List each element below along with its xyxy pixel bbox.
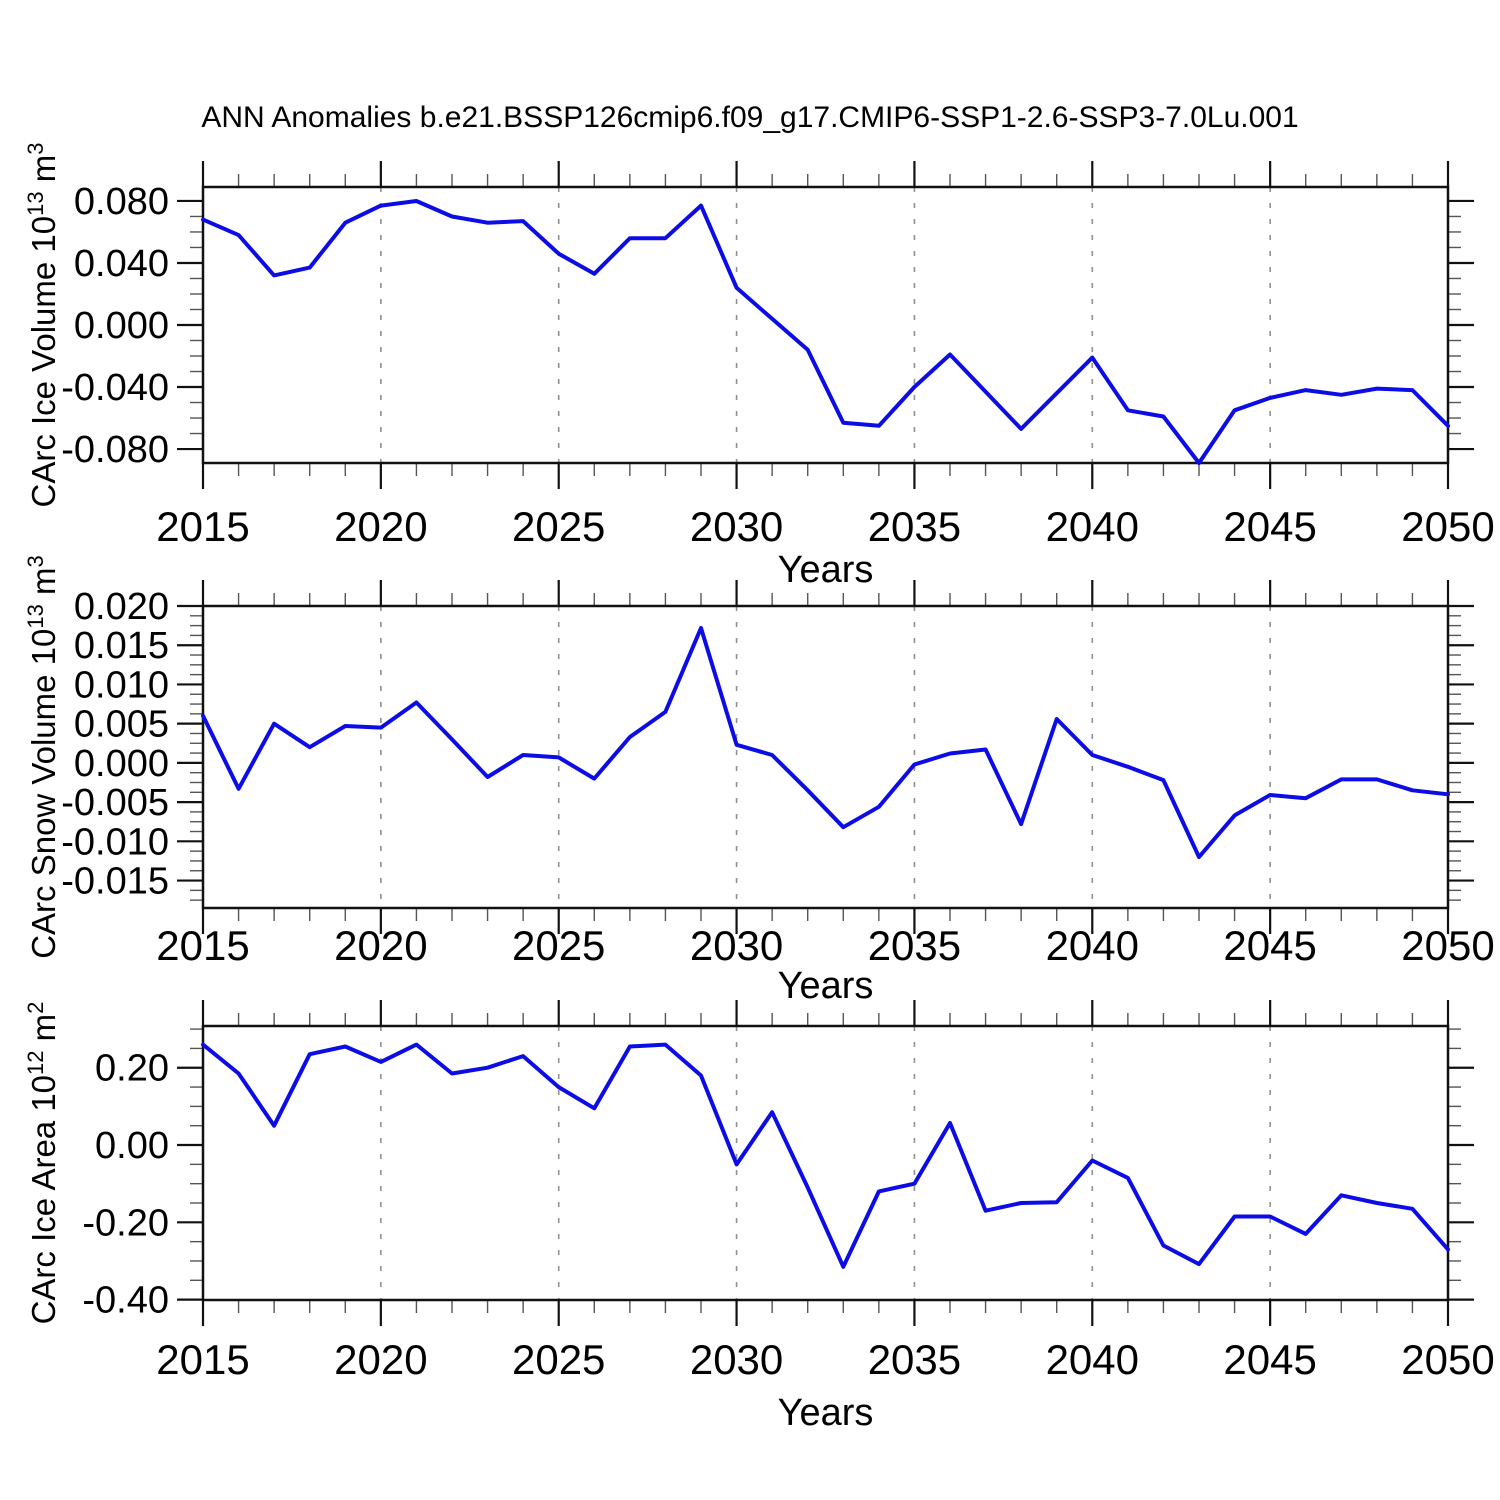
x-tick-labels: 2015 2020 2025 2030 2035 2040 2045 2050 [156,922,1494,969]
x-tick-labels: 2015 2020 2025 2030 2035 2040 2045 2050 [156,503,1494,550]
svg-text:2020: 2020 [334,922,427,969]
svg-text:2050: 2050 [1401,503,1494,550]
y-axis-title: CArc Snow Volume 1013 m3 [23,555,62,959]
svg-text:-0.010: -0.010 [61,821,169,863]
svg-text:0.20: 0.20 [95,1048,169,1090]
svg-text:2025: 2025 [512,922,605,969]
svg-text:0.040: 0.040 [74,243,169,285]
svg-text:2045: 2045 [1223,503,1316,550]
svg-text:-0.080: -0.080 [61,429,169,471]
svg-text:2035: 2035 [868,503,961,550]
x-ticks [201,161,1450,489]
svg-text:2030: 2030 [690,1336,783,1383]
svg-text:2040: 2040 [1046,503,1139,550]
panel-carc-snow-volume: 0.0200.0150.0100.0050.000-0.005-0.010-0.… [23,555,1495,1007]
svg-text:0.080: 0.080 [74,181,169,223]
x-ticks [201,1000,1450,1326]
y-tick-labels: 0.0200.0150.0100.0050.000-0.005-0.010-0.… [61,586,169,903]
svg-text:0.005: 0.005 [74,704,169,746]
svg-text:-0.015: -0.015 [61,861,169,903]
svg-text:2015: 2015 [156,503,249,550]
y-ticks [177,199,1474,451]
x-axis-title: Years [778,1392,874,1434]
y-axis-title: CArc Ice Area 1012 m2 [23,1002,62,1325]
series-line-carc-ice-area [201,1042,1450,1269]
svg-text:2030: 2030 [690,922,783,969]
x-tick-labels: 2015 2020 2025 2030 2035 2040 2045 2050 [156,1336,1494,1383]
gridlines [380,606,1271,908]
svg-text:0.010: 0.010 [74,664,169,706]
svg-text:2025: 2025 [512,1336,605,1383]
svg-text:-0.40: -0.40 [82,1280,169,1322]
svg-text:2020: 2020 [334,503,427,550]
gridlines [380,187,1271,463]
x-axis-title: Years [778,549,874,591]
plot-box [201,185,1450,465]
svg-text:2040: 2040 [1046,1336,1139,1383]
svg-text:2050: 2050 [1401,922,1494,969]
svg-text:2020: 2020 [334,1336,427,1383]
x-axis-title: Years [778,965,874,1007]
svg-text:2050: 2050 [1401,1336,1494,1383]
y-tick-labels: 0.20 0.00 -0.20 -0.40 [82,1048,169,1322]
chart-title: ANN Anomalies b.e21.BSSP126cmip6.f09_g17… [201,101,1299,134]
svg-text:0.00: 0.00 [95,1125,169,1167]
y-ticks [177,1028,1474,1301]
svg-text:2015: 2015 [156,1336,249,1383]
svg-text:-0.20: -0.20 [82,1202,169,1244]
gridlines [380,1026,1271,1300]
series-line-carc-ice-volume [201,199,1450,465]
series-line-carc-snow-volume [201,626,1450,859]
svg-text:2045: 2045 [1223,1336,1316,1383]
x-ticks [201,580,1450,934]
svg-text:2030: 2030 [690,503,783,550]
svg-text:-0.005: -0.005 [61,782,169,824]
y-tick-labels: 0.080 0.040 0.000 -0.040 -0.080 [61,181,169,471]
y-axis-title: CArc Ice Volume 1013 m3 [23,142,62,507]
plot-box [201,604,1450,910]
svg-text:0.000: 0.000 [74,743,169,785]
svg-text:2025: 2025 [512,503,605,550]
svg-text:2035: 2035 [868,1336,961,1383]
svg-text:2045: 2045 [1223,922,1316,969]
svg-text:0.015: 0.015 [74,625,169,667]
svg-text:0.020: 0.020 [74,586,169,628]
svg-text:2040: 2040 [1046,922,1139,969]
y-ticks [177,604,1474,901]
plot-box [201,1024,1450,1302]
svg-text:0.000: 0.000 [74,305,169,347]
svg-text:2035: 2035 [868,922,961,969]
svg-text:2015: 2015 [156,922,249,969]
svg-text:-0.040: -0.040 [61,367,169,409]
